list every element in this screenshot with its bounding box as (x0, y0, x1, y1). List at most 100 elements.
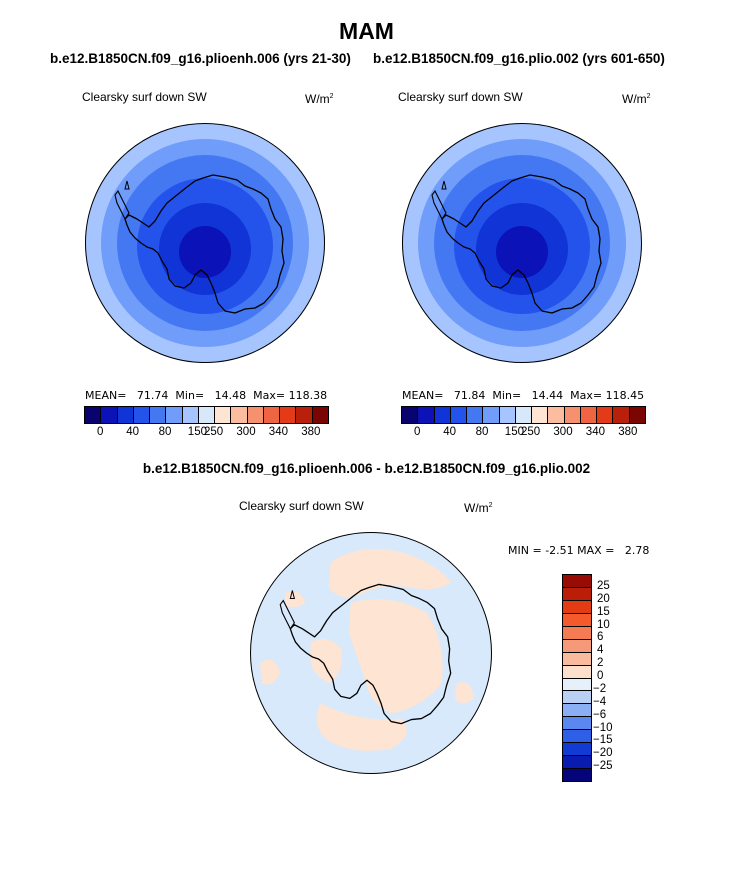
colorbar-tick-label: −15 (593, 734, 613, 747)
colorbar-tick-label: 80 (158, 426, 172, 438)
colorbar-tick-label: 0 (597, 670, 604, 682)
colorbar-tick-label: −2 (593, 682, 607, 695)
antarctic-peninsula-outline (114, 189, 130, 221)
colorbar-swatch (563, 639, 591, 653)
colorbar-swatch (101, 407, 118, 423)
colorbar-tick-label: −20 (593, 747, 613, 760)
colorbar-swatch (434, 407, 451, 423)
colorbar-swatch (499, 407, 516, 423)
colorbar-swatch (563, 652, 591, 666)
colorbar-swatch (483, 407, 500, 423)
antarctica-coastline (124, 174, 285, 314)
map-contour-band (496, 226, 548, 278)
right-polar-map (402, 123, 642, 363)
diff-panel-variable-label: Clearsky surf down SW (239, 499, 364, 513)
colorbar-swatch (563, 665, 591, 679)
right-panel-units: W/m2 (622, 92, 651, 106)
colorbar-swatch (532, 407, 549, 423)
map-boundary-circle (250, 532, 492, 774)
colorbar-swatch (563, 756, 591, 770)
colorbar-swatch (150, 407, 167, 423)
colorbar-swatch (580, 407, 598, 423)
difference-polar-map (250, 532, 492, 774)
antarctic-peninsula-outline (279, 599, 296, 630)
colorbar-tick-label: 250 (204, 426, 224, 438)
colorbar-tick-label: 25 (597, 579, 610, 592)
colorbar-tick-label: 250 (521, 426, 541, 438)
antarctica-coastline (289, 583, 452, 725)
colorbar-tick-label: 2 (597, 657, 604, 670)
colorbar-swatch (563, 575, 591, 588)
case-title-left: b.e12.B1850CN.f09_g16.plioenh.006 (yrs 2… (50, 51, 351, 66)
left-colorbar (84, 406, 329, 424)
island-outline (289, 590, 296, 600)
colorbar-tick-label: −4 (593, 695, 607, 708)
colorbar-swatch (467, 407, 484, 423)
colorbar-swatch (563, 717, 591, 731)
right-panel-stats: MEAN= 71.84 Min= 14.44 Max= 118.45 (402, 389, 645, 402)
map-boundary-circle (402, 123, 642, 363)
colorbar-tick-label: −25 (593, 760, 613, 773)
colorbar-swatch (418, 407, 435, 423)
colorbar-swatch (166, 407, 183, 423)
map-boundary-circle (85, 123, 325, 363)
colorbar-tick-label: 150 (504, 426, 524, 438)
colorbar-swatch (548, 407, 565, 423)
colorbar-swatch (182, 407, 199, 423)
right-panel-variable-label: Clearsky surf down SW (398, 90, 523, 104)
right-colorbar (401, 406, 646, 424)
colorbar-tick-label: 6 (597, 631, 604, 644)
colorbar-tick-label: −6 (593, 708, 607, 721)
left-panel-stats: MEAN= 71.74 Min= 14.48 Max= 118.38 (85, 389, 328, 402)
colorbar-swatch (563, 587, 591, 601)
colorbar-swatch (133, 407, 151, 423)
colorbar-swatch (563, 678, 591, 692)
colorbar-swatch (231, 407, 248, 423)
colorbar-tick-label: −10 (593, 721, 613, 734)
colorbar-swatch (563, 704, 591, 718)
colorbar-tick-label: 40 (126, 426, 139, 438)
colorbar-swatch (198, 407, 216, 423)
difference-title: b.e12.B1850CN.f09_g16.plioenh.006 - b.e1… (142, 461, 591, 476)
colorbar-swatch (563, 743, 591, 757)
colorbar-swatch (563, 730, 591, 744)
colorbar-swatch (597, 407, 614, 423)
colorbar-swatch (117, 407, 134, 423)
colorbar-tick-label: 340 (268, 426, 288, 438)
colorbar-swatch (312, 407, 328, 423)
colorbar-swatch (296, 407, 313, 423)
positive-anomaly-region (316, 703, 407, 751)
colorbar-swatch (515, 407, 533, 423)
colorbar-swatch (563, 600, 591, 614)
colorbar-swatch (450, 407, 468, 423)
colorbar-tick-label: 80 (475, 426, 489, 438)
positive-anomaly-region (310, 638, 343, 684)
main-title: MAM (339, 18, 394, 44)
colorbar-tick-label: 15 (597, 605, 610, 618)
colorbar-tick-label: 20 (597, 592, 610, 605)
difference-colorbar (562, 574, 592, 782)
positive-anomaly-region (454, 682, 474, 704)
antarctica-coastline (441, 174, 602, 314)
colorbar-tick-label: 300 (553, 426, 573, 438)
colorbar-tick-label: 380 (618, 426, 638, 438)
colorbar-swatch (563, 613, 591, 627)
left-panel-variable-label: Clearsky surf down SW (82, 90, 207, 104)
colorbar-tick-label: 150 (187, 426, 207, 438)
colorbar-tick-label: 0 (96, 426, 104, 438)
positive-anomaly-region (260, 659, 281, 685)
colorbar-swatch (564, 407, 581, 423)
colorbar-swatch (629, 407, 645, 423)
left-polar-map (85, 123, 325, 363)
diff-panel-stats: MIN = -2.51 MAX = 2.78 (508, 544, 650, 557)
colorbar-tick-label: 4 (597, 644, 604, 657)
colorbar-swatch (402, 407, 419, 423)
colorbar-tick-label: 300 (236, 426, 256, 438)
colorbar-swatch (263, 407, 281, 423)
island-outline (124, 180, 130, 190)
colorbar-tick-label: 40 (443, 426, 456, 438)
diff-panel-units: W/m2 (464, 501, 493, 515)
case-title-right: b.e12.B1850CN.f09_g16.plio.002 (yrs 601-… (373, 51, 665, 66)
map-contour-band (179, 226, 231, 278)
colorbar-swatch (563, 691, 591, 705)
